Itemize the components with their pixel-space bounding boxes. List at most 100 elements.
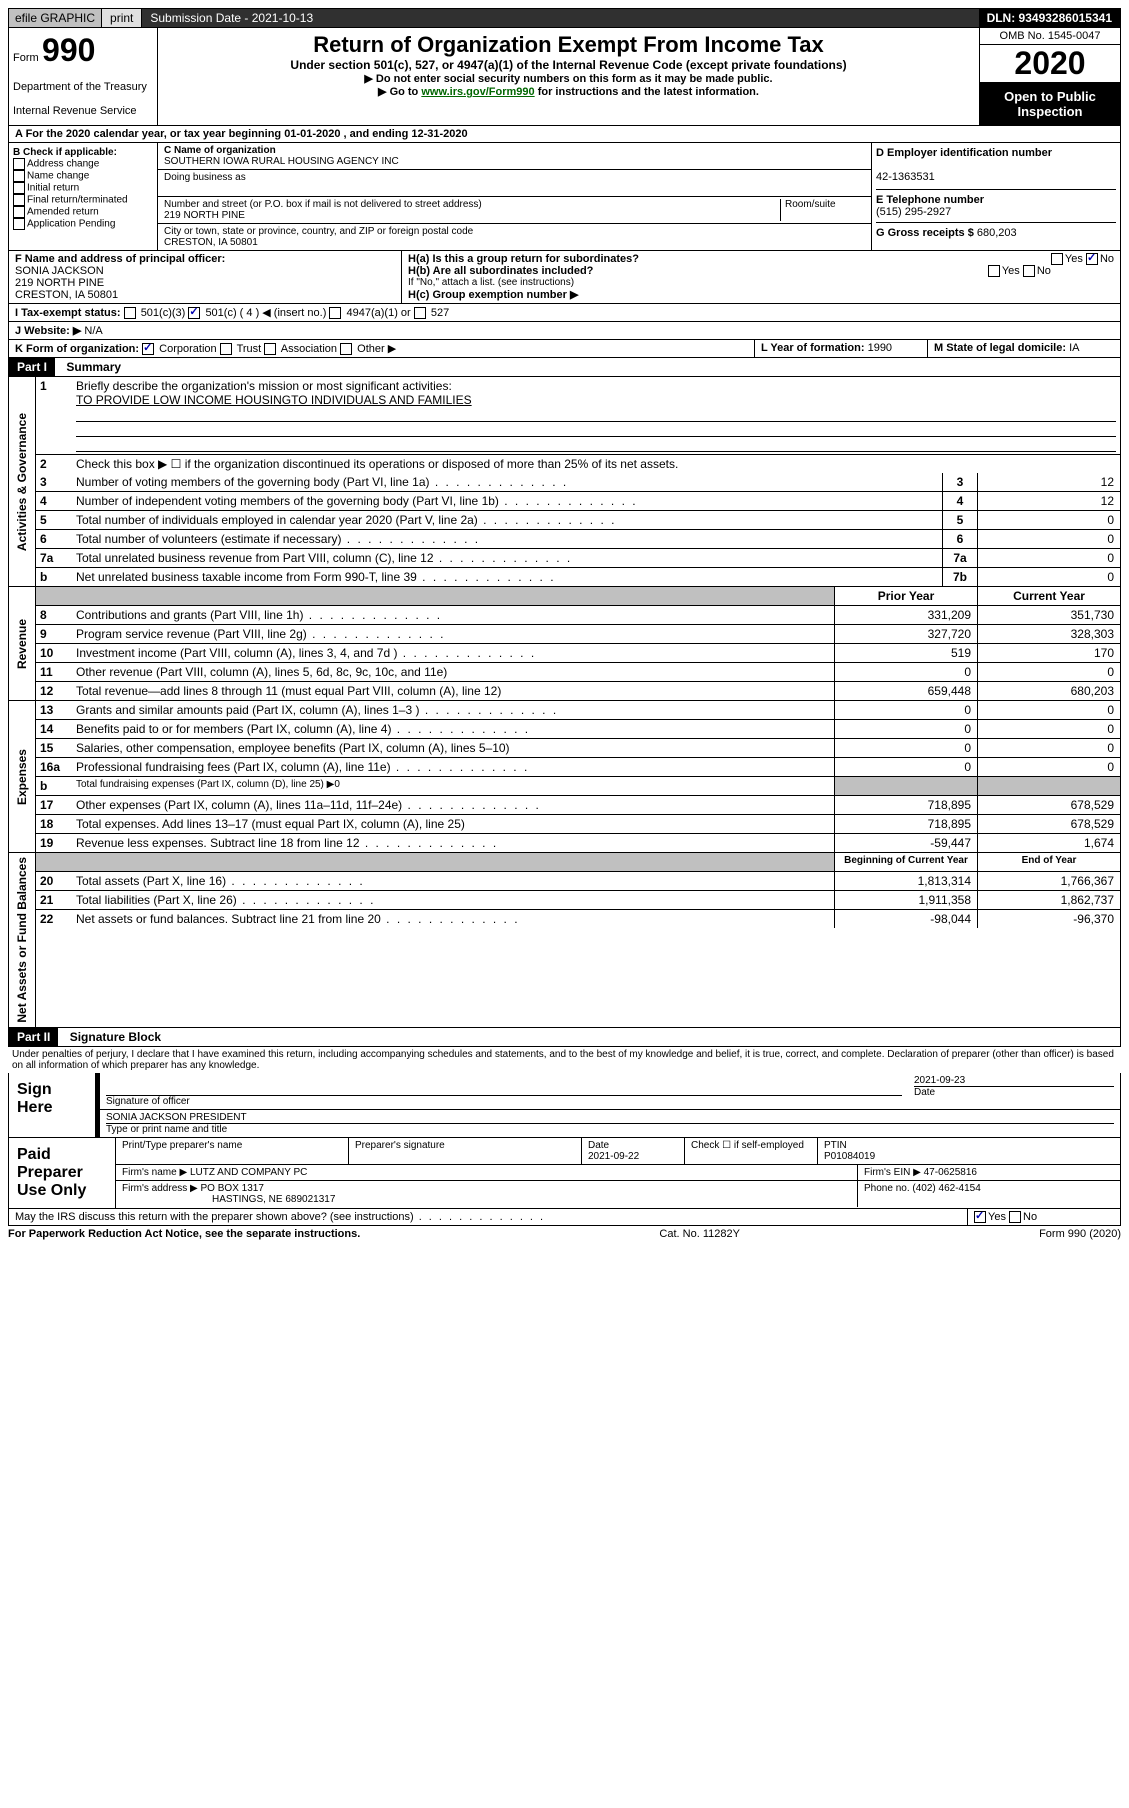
checkbox-amended[interactable]	[13, 206, 25, 218]
print-button[interactable]: print	[102, 9, 142, 27]
side-expenses: Expenses	[13, 745, 31, 809]
mission: TO PROVIDE LOW INCOME HOUSINGTO INDIVIDU…	[76, 393, 472, 407]
curr-16a: 0	[977, 758, 1120, 776]
phone: (515) 295-2927	[876, 206, 951, 218]
form-header: Form 990 Department of the Treasury Inte…	[8, 28, 1121, 126]
firm-addr2: HASTINGS, NE 689021317	[122, 1194, 335, 1205]
officer-street: 219 NORTH PINE	[15, 277, 104, 289]
checkbox-4947[interactable]	[329, 307, 341, 319]
prior-13: 0	[834, 701, 977, 719]
year-formation: 1990	[868, 342, 892, 354]
prior-14: 0	[834, 720, 977, 738]
checkbox-ha-no[interactable]	[1086, 253, 1098, 265]
part2-header: Part II	[9, 1028, 58, 1046]
prior-9: 327,720	[834, 625, 977, 643]
ein: 42-1363531	[876, 171, 935, 183]
curr-9: 328,303	[977, 625, 1120, 643]
officer-name-title: SONIA JACKSON PRESIDENT	[106, 1112, 1114, 1123]
curr-17: 678,529	[977, 796, 1120, 814]
checkbox-assoc[interactable]	[264, 343, 276, 355]
gross-receipts: 680,203	[977, 227, 1017, 239]
form-title: Return of Organization Exempt From Incom…	[162, 32, 975, 58]
curr-22: -96,370	[977, 910, 1120, 928]
checkbox-ha-yes[interactable]	[1051, 253, 1063, 265]
firm-phone: (402) 462-4154	[912, 1183, 980, 1194]
firm-name: LUTZ AND COMPANY PC	[190, 1167, 307, 1178]
part1-title: Summary	[58, 360, 121, 374]
val-5: 0	[977, 511, 1120, 529]
checkbox-final-return[interactable]	[13, 194, 25, 206]
instruction-1: ▶ Do not enter social security numbers o…	[162, 72, 975, 85]
checkbox-hb-no[interactable]	[1023, 265, 1035, 277]
box-b: B Check if applicable: Address change Na…	[9, 143, 158, 250]
instruction-2: ▶ Go to www.irs.gov/Form990 for instruct…	[162, 85, 975, 98]
prior-19: -59,447	[834, 834, 977, 852]
checkbox-501c3[interactable]	[124, 307, 136, 319]
prior-11: 0	[834, 663, 977, 681]
curr-14: 0	[977, 720, 1120, 738]
firm-addr1: PO BOX 1317	[201, 1183, 264, 1194]
checkbox-trust[interactable]	[220, 343, 232, 355]
paid-preparer-label: Paid Preparer Use Only	[9, 1138, 116, 1208]
checkbox-address-change[interactable]	[13, 158, 25, 170]
prior-20: 1,813,314	[834, 872, 977, 890]
dln-label: DLN: 93493286015341	[979, 9, 1120, 27]
form-version: Form 990 (2020)	[1039, 1228, 1121, 1240]
curr-12: 680,203	[977, 682, 1120, 700]
prior-10: 519	[834, 644, 977, 662]
side-revenue: Revenue	[13, 615, 31, 673]
curr-13: 0	[977, 701, 1120, 719]
prior-22: -98,044	[834, 910, 977, 928]
paperwork-notice: For Paperwork Reduction Act Notice, see …	[8, 1228, 360, 1240]
curr-20: 1,766,367	[977, 872, 1120, 890]
irs-link[interactable]: www.irs.gov/Form990	[421, 86, 534, 98]
state-domicile: IA	[1069, 342, 1079, 354]
checkbox-501c[interactable]	[188, 307, 200, 319]
side-netassets: Net Assets or Fund Balances	[13, 853, 31, 1027]
prior-12: 659,448	[834, 682, 977, 700]
room-suite-label: Room/suite	[780, 199, 865, 221]
section-a: A For the 2020 calendar year, or tax yea…	[8, 126, 1121, 143]
dept-irs: Internal Revenue Service	[13, 105, 153, 117]
val-4: 12	[977, 492, 1120, 510]
ptin: P01084019	[824, 1151, 875, 1162]
checkbox-initial-return[interactable]	[13, 182, 25, 194]
val-7b: 0	[977, 568, 1120, 586]
form-subtitle: Under section 501(c), 527, or 4947(a)(1)…	[162, 58, 975, 72]
inspection-notice: Open to PublicInspection	[980, 83, 1120, 125]
discuss-question: May the IRS discuss this return with the…	[9, 1209, 968, 1225]
val-3: 12	[977, 473, 1120, 491]
cat-no: Cat. No. 11282Y	[659, 1228, 740, 1240]
org-name: SOUTHERN IOWA RURAL HOUSING AGENCY INC	[164, 156, 399, 167]
curr-8: 351,730	[977, 606, 1120, 624]
part2-title: Signature Block	[62, 1030, 161, 1044]
checkbox-other[interactable]	[340, 343, 352, 355]
checkbox-527[interactable]	[414, 307, 426, 319]
form-number: 990	[42, 32, 95, 68]
prior-18: 718,895	[834, 815, 977, 833]
curr-21: 1,862,737	[977, 891, 1120, 909]
curr-19: 1,674	[977, 834, 1120, 852]
checkbox-app-pending[interactable]	[13, 218, 25, 230]
val-7a: 0	[977, 549, 1120, 567]
form-prefix: Form	[13, 52, 39, 64]
sign-date: 2021-09-23	[914, 1075, 1114, 1086]
sign-here-label: Sign Here	[9, 1073, 96, 1137]
website: N/A	[84, 325, 102, 337]
prior-15: 0	[834, 739, 977, 757]
checkbox-discuss-no[interactable]	[1009, 1211, 1021, 1223]
tax-year: 2020	[980, 45, 1120, 83]
submission-date: Submission Date - 2021-10-13	[142, 9, 978, 27]
checkbox-hb-yes[interactable]	[988, 265, 1000, 277]
officer-name: SONIA JACKSON	[15, 265, 104, 277]
top-bar: efile GRAPHIC print Submission Date - 20…	[8, 8, 1121, 28]
curr-10: 170	[977, 644, 1120, 662]
prior-16a: 0	[834, 758, 977, 776]
dept-treasury: Department of the Treasury	[13, 81, 153, 93]
prior-17: 718,895	[834, 796, 977, 814]
checkbox-discuss-yes[interactable]	[974, 1211, 986, 1223]
checkbox-name-change[interactable]	[13, 170, 25, 182]
checkbox-corp[interactable]	[142, 343, 154, 355]
side-activities: Activities & Governance	[13, 409, 31, 555]
officer-city: CRESTON, IA 50801	[15, 289, 118, 301]
